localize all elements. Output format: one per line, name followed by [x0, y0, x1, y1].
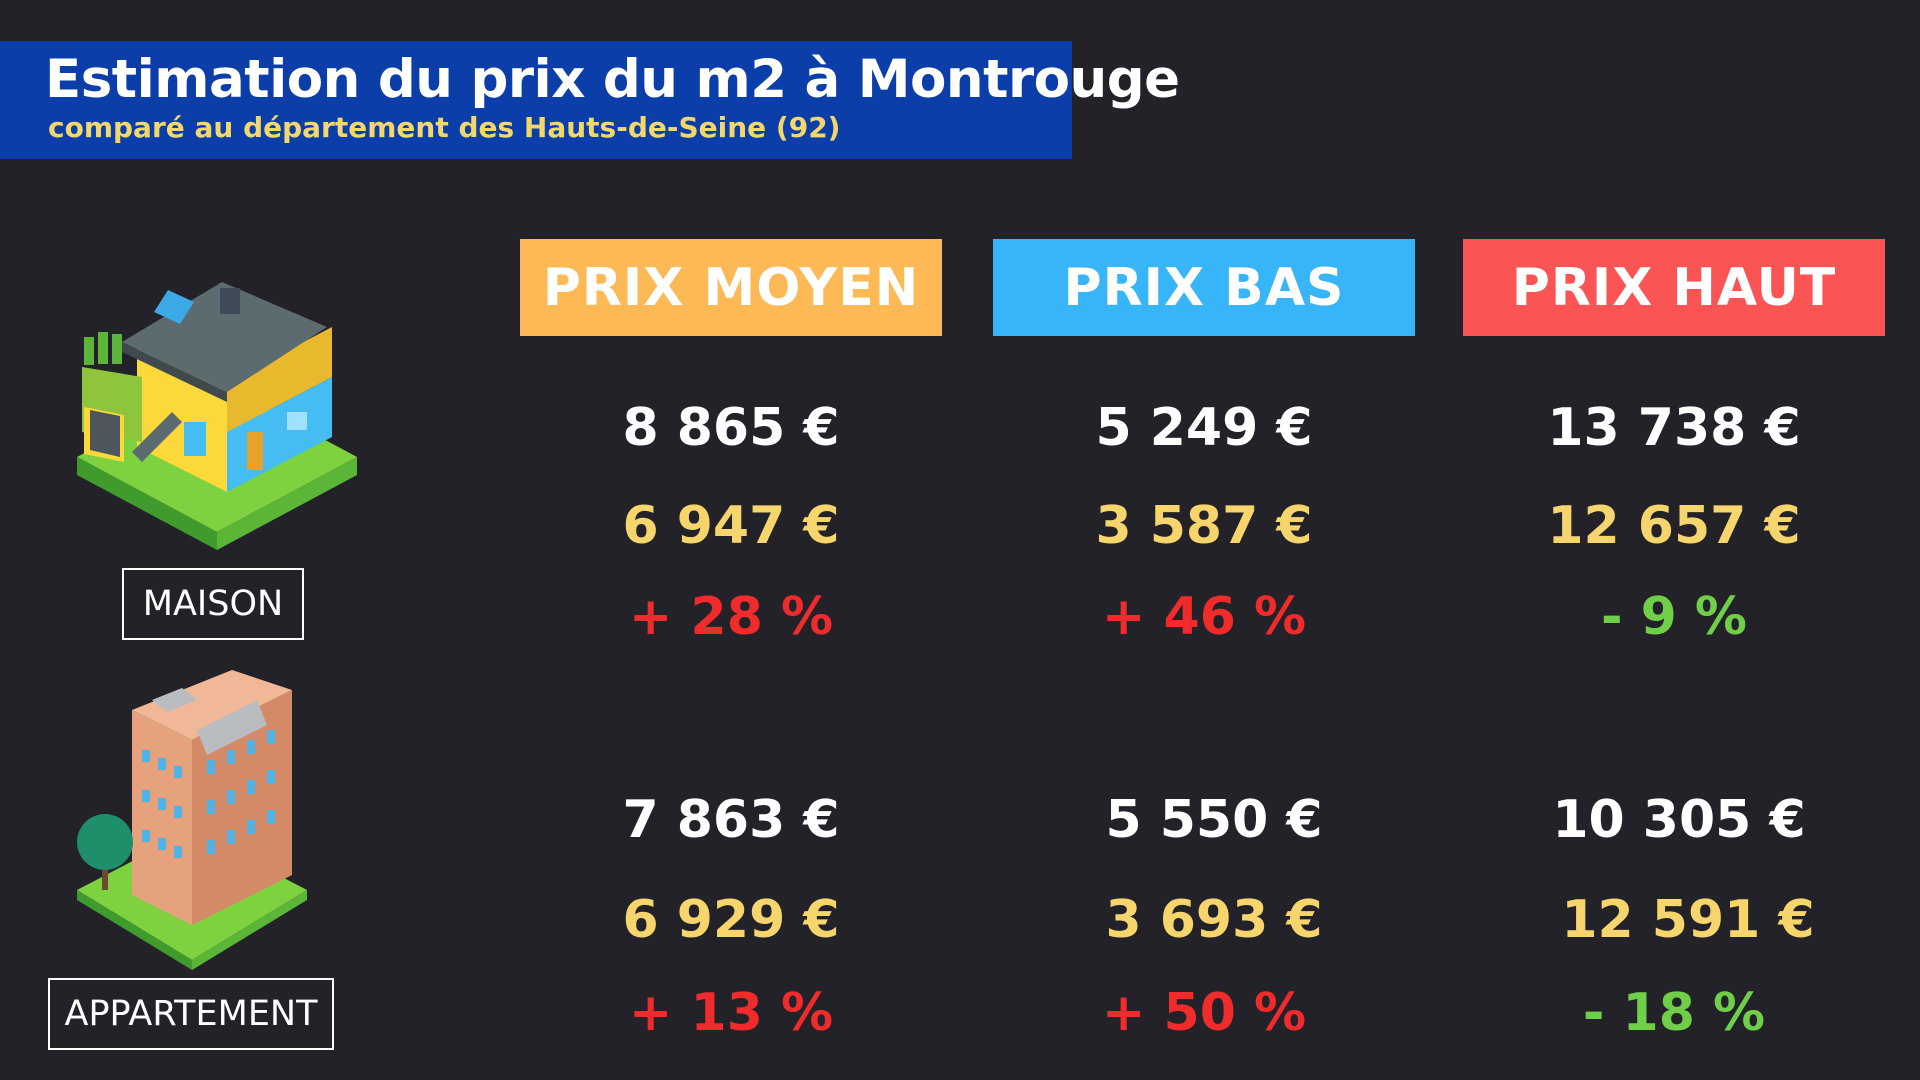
appartement-prix-haut-difference: - 18 %	[1582, 983, 1766, 1043]
appartement-prix-moyen-difference: + 13 %	[628, 983, 834, 1043]
appartement-prix-haut-departement: 12 591 €	[1561, 890, 1815, 950]
appartement-prix-bas-departement: 3 693 €	[1105, 890, 1323, 950]
maison-prix-bas-departement: 3 587 €	[1095, 496, 1313, 556]
appartement-prix-moyen-departement: 6 929 €	[622, 890, 840, 950]
apartment-building-icon	[77, 670, 307, 970]
maison-prix-moyen-departement: 6 947 €	[622, 496, 840, 556]
maison-prix-bas-montrouge: 5 249 €	[1095, 398, 1313, 458]
column-header-prix-haut: PRIX HAUT	[1463, 239, 1885, 336]
page-subtitle: comparé au département des Hauts-de-Sein…	[48, 111, 841, 144]
type-label-appartement: APPARTEMENT	[48, 978, 334, 1050]
column-header-prix-moyen: PRIX MOYEN	[520, 239, 942, 336]
maison-prix-moyen-montrouge: 8 865 €	[622, 398, 840, 458]
appartement-prix-haut-montrouge: 10 305 €	[1552, 790, 1806, 850]
maison-prix-haut-departement: 12 657 €	[1547, 496, 1801, 556]
maison-prix-haut-montrouge: 13 738 €	[1547, 398, 1801, 458]
house-icon	[77, 282, 357, 550]
maison-prix-moyen-difference: + 28 %	[628, 587, 834, 647]
maison-prix-bas-difference: + 46 %	[1101, 587, 1307, 647]
type-label-maison: MAISON	[122, 568, 304, 640]
page-title: Estimation du prix du m2 à Montrouge	[45, 49, 1180, 110]
title-banner: Estimation du prix du m2 à Montrouge com…	[0, 41, 1180, 159]
maison-prix-haut-difference: - 9 %	[1600, 587, 1748, 647]
appartement-prix-bas-montrouge: 5 550 €	[1105, 790, 1323, 850]
column-header-prix-bas: PRIX BAS	[993, 239, 1415, 336]
appartement-prix-bas-difference: + 50 %	[1101, 983, 1307, 1043]
appartement-prix-moyen-montrouge: 7 863 €	[622, 790, 840, 850]
